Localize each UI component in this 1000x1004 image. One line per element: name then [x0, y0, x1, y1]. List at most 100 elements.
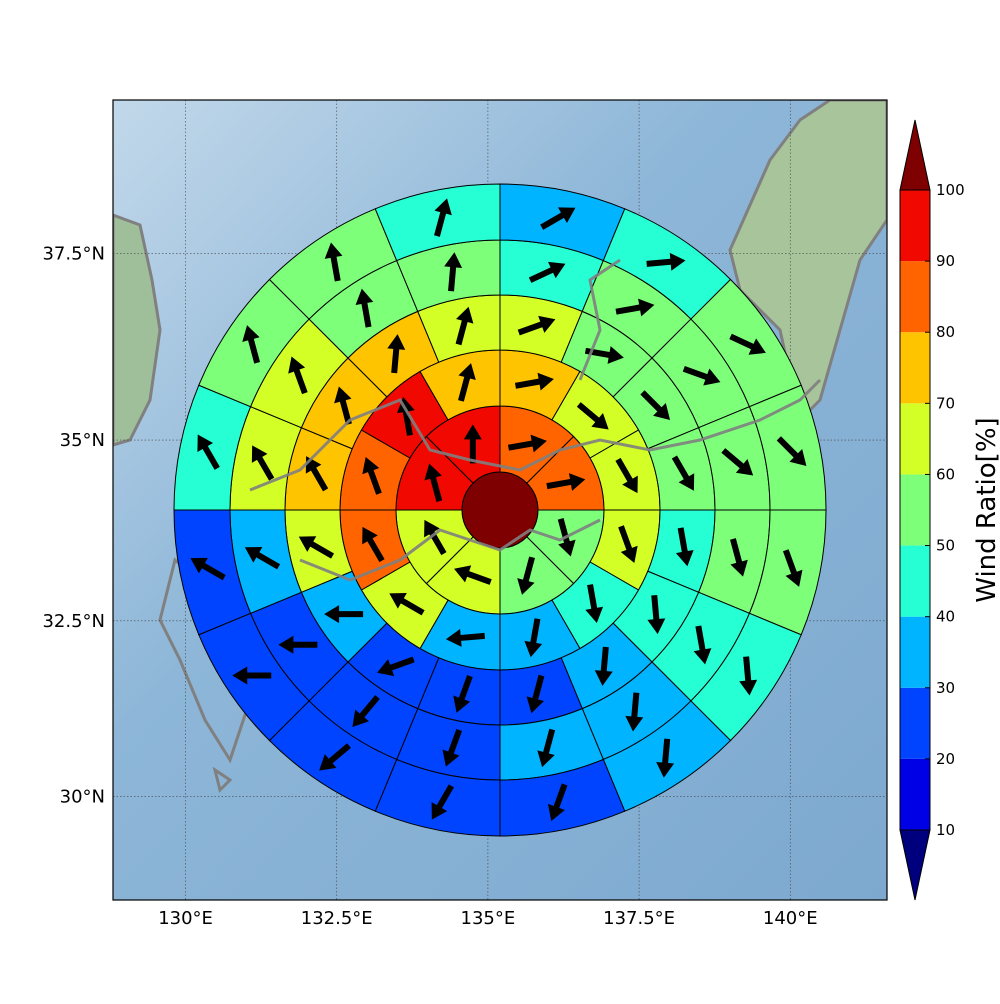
- colorbar-swatch: [900, 687, 930, 759]
- wind-arrow: [739, 656, 758, 696]
- wind-arrow: [646, 252, 686, 271]
- colorbar-swatch: [900, 758, 930, 830]
- wind-arrow: [334, 386, 352, 425]
- wind-arrow: [547, 783, 568, 822]
- wind-arrow: [319, 743, 351, 771]
- wind-arrow: [445, 628, 486, 647]
- wind-arrow: [251, 445, 275, 481]
- colorbar-tick-label: 40: [936, 608, 955, 626]
- wind-arrow: [298, 536, 335, 559]
- wind-arrow: [453, 675, 473, 713]
- colorbar-tick-label: 90: [936, 252, 955, 270]
- x-tick-label: 135°E: [461, 908, 516, 929]
- wind-arrow: [729, 333, 766, 355]
- wind-arrow: [507, 434, 547, 453]
- wind-arrow: [431, 784, 454, 820]
- wind-arrow: [693, 625, 712, 665]
- wind-arrow: [656, 738, 675, 778]
- wind-arrow: [324, 605, 364, 624]
- wind-arrow: [514, 372, 554, 391]
- wind-arrow: [517, 556, 535, 595]
- wind-arrow: [517, 315, 556, 336]
- wind-arrow: [618, 525, 638, 563]
- coastline: [249, 258, 822, 582]
- wind-arrow: [362, 526, 385, 563]
- colorbar-tick-label: 20: [936, 750, 955, 768]
- wind-arrow: [540, 207, 576, 230]
- wind-arrow: [640, 390, 671, 420]
- wind-arrow: [576, 402, 609, 430]
- wind-arrow: [526, 674, 545, 714]
- wind-arrow: [377, 656, 415, 677]
- wind-arrow: [546, 473, 586, 491]
- colorbar-label: Wind Ratio[%]: [972, 417, 1000, 602]
- x-tick-label: 130°E: [158, 908, 213, 929]
- wind-arrow: [615, 298, 655, 317]
- wind-arrow: [675, 527, 694, 567]
- wind-arrow: [585, 584, 604, 624]
- wind-arrow: [524, 618, 543, 658]
- map-frame: [112, 99, 888, 901]
- wind-arrow: [721, 448, 754, 476]
- colorbar-extension: [899, 119, 931, 191]
- colorbar-swatch: [900, 474, 930, 546]
- wind-arrow: [288, 356, 308, 395]
- wind-arrow: [434, 198, 452, 237]
- wind-arrow: [278, 635, 318, 654]
- colorbar-tick-label: 50: [936, 537, 955, 555]
- colorbar-swatch: [900, 616, 930, 688]
- wind-arrow: [594, 646, 613, 686]
- y-tick-label: 32.5°N: [42, 611, 105, 632]
- x-tick-label: 137.5°E: [603, 908, 675, 929]
- wind-arrow: [584, 346, 624, 364]
- x-tick-label: 140°E: [763, 908, 818, 929]
- wind-arrow: [776, 436, 807, 467]
- wind-arrow: [352, 695, 380, 727]
- wind-arrow: [615, 457, 638, 494]
- wind-arrow: [463, 424, 482, 464]
- wind-arrow: [528, 261, 566, 283]
- wind-arrow: [671, 455, 695, 491]
- wind-arrow: [424, 463, 443, 502]
- colorbar-tick-label: 10: [936, 821, 955, 839]
- wind-arrow: [190, 557, 226, 581]
- wind-arrow: [232, 666, 272, 685]
- wind-arrow: [625, 692, 644, 732]
- wind-arrow: [387, 334, 406, 374]
- wind-arrow: [442, 728, 463, 767]
- wind-arrow: [396, 396, 415, 436]
- wind-arrow: [444, 252, 463, 292]
- wind-arrow: [458, 363, 476, 402]
- wind-arrow: [682, 365, 721, 386]
- wind-arrow: [454, 565, 492, 585]
- x-tick-label: 132.5°E: [301, 908, 373, 929]
- wind-arrow: [362, 457, 382, 495]
- wind-arrow: [424, 519, 447, 556]
- y-tick-label: 35°N: [60, 430, 105, 451]
- wind-arrow: [782, 549, 803, 587]
- colorbar-tick-label: 70: [936, 394, 955, 412]
- y-tick-label: 30°N: [60, 787, 105, 808]
- wind-arrow: [197, 434, 220, 470]
- wind-arrow: [244, 547, 281, 570]
- colorbar-frame: [899, 189, 931, 831]
- wind-arrow: [730, 538, 748, 577]
- wind-arrow: [355, 288, 374, 328]
- colorbar-tick-label: 100: [936, 181, 965, 199]
- wind-arrow: [324, 242, 343, 282]
- wind-arrow: [305, 456, 329, 492]
- colorbar-swatch: [900, 190, 930, 262]
- colorbar-swatch: [900, 545, 930, 617]
- colorbar-swatch: [900, 332, 930, 404]
- wind-arrow: [647, 594, 666, 635]
- wind-arrow: [455, 306, 474, 346]
- wind-arrow: [389, 593, 425, 616]
- colorbar-swatch: [900, 403, 930, 475]
- wind-arrow: [537, 728, 556, 768]
- colorbar-extension: [899, 829, 931, 901]
- colorbar-tick-label: 80: [936, 323, 955, 341]
- colorbar-swatch: [900, 261, 930, 333]
- colorbar-tick-label: 60: [936, 465, 955, 483]
- colorbar-tick-label: 30: [936, 679, 955, 697]
